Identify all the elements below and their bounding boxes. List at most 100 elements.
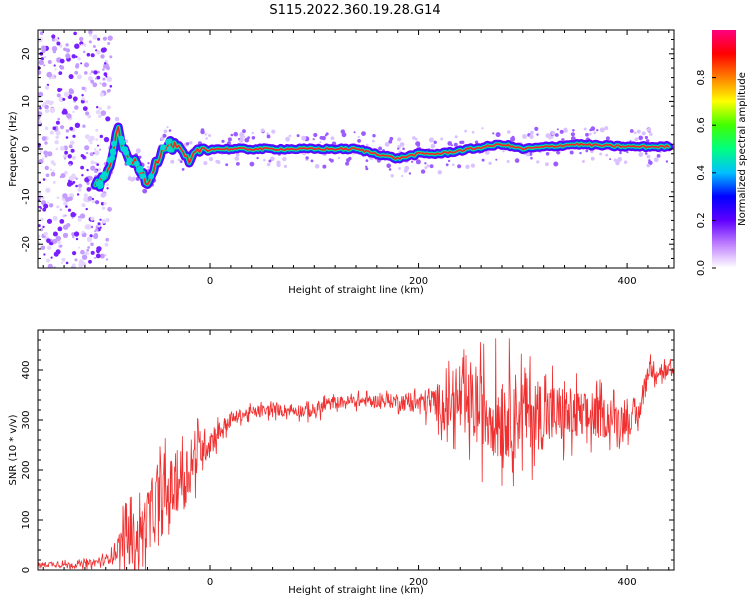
noise-blob (43, 64, 46, 67)
spectral-halo-point (384, 142, 390, 147)
noise-blob (54, 68, 57, 71)
spectral-halo-point (346, 158, 351, 163)
noise-blob (90, 165, 96, 171)
spectral-halo-point (495, 132, 501, 138)
noise-blob (99, 92, 105, 97)
y-tick-label: 300 (21, 410, 32, 429)
trace-peak-point (148, 173, 155, 180)
noise-blob (107, 206, 112, 212)
noise-blob (46, 218, 53, 224)
trace-peak-point (160, 144, 167, 151)
spectral-halo-point (465, 164, 470, 169)
noise-blob (71, 155, 77, 160)
noise-blob (80, 43, 84, 47)
noise-blob (52, 231, 58, 237)
noise-blob (65, 48, 71, 53)
spectral-halo-point (636, 129, 641, 134)
noise-blob (95, 128, 99, 132)
noise-blob (102, 77, 106, 81)
noise-blob (97, 222, 101, 226)
spectral-halo-point (177, 158, 181, 162)
noise-blob (99, 82, 102, 85)
noise-blob (97, 144, 99, 147)
noise-blob (80, 99, 85, 104)
noise-blob (90, 242, 94, 247)
noise-blob (46, 258, 50, 263)
noise-blob (72, 96, 78, 102)
spectral-halo-point (514, 158, 520, 163)
spectral-halo-point (529, 134, 534, 139)
spectral-halo-point (411, 160, 414, 163)
spectral-halo-point (388, 168, 392, 171)
spectral-halo-point (502, 150, 505, 153)
noise-blob (52, 238, 58, 244)
noise-blob (92, 200, 96, 204)
spectral-halo-point (649, 132, 653, 136)
noise-blob (89, 33, 92, 37)
spectral-halo-point (208, 134, 212, 137)
noise-blob (60, 173, 66, 179)
noise-blob (80, 165, 84, 170)
spectral-halo-point (554, 133, 559, 137)
noise-blob (43, 231, 48, 237)
spectral-halo-point (553, 161, 559, 167)
noise-blob (44, 165, 49, 171)
noise-blob (51, 46, 58, 52)
spectral-halo-point (251, 131, 254, 135)
noise-blob (38, 207, 41, 213)
spectral-halo-point (233, 131, 238, 137)
spectral-halo-point (590, 156, 595, 161)
spectral-halo-point (599, 127, 605, 133)
spectral-halo-point (424, 162, 427, 165)
noise-blob (55, 135, 59, 140)
spectral-halo-point (633, 131, 637, 135)
spectral-halo-point (163, 129, 168, 134)
noise-blob (86, 168, 89, 172)
x-tick-label: 200 (409, 577, 428, 588)
noise-blob (84, 134, 90, 140)
noise-blob (87, 246, 90, 249)
spectral-halo-point (548, 137, 551, 140)
noise-blob (52, 180, 56, 184)
noise-blob (83, 193, 89, 198)
spectral-halo-point (313, 132, 318, 138)
spectral-halo-point (312, 138, 315, 141)
noise-blob (92, 82, 98, 88)
spectral-halo-point (653, 157, 659, 163)
spectral-halo-point (256, 156, 259, 160)
noise-blob (47, 151, 53, 157)
noise-blob (81, 230, 85, 234)
spectral-halo-point (322, 164, 327, 169)
noise-blob (72, 236, 75, 239)
noise-blob (96, 75, 101, 80)
noise-blob (82, 155, 86, 159)
spectral-halo-point (365, 143, 369, 147)
noise-blob (86, 248, 90, 252)
noise-blob (68, 74, 74, 80)
noise-blob (84, 251, 89, 256)
noise-blob (75, 177, 78, 180)
spectral-halo-point (551, 131, 556, 136)
trace-peak-point (111, 140, 117, 147)
spectral-halo-point (162, 133, 167, 138)
noise-blob (84, 71, 88, 75)
spectral-halo-point (266, 132, 269, 135)
spectral-halo-point (581, 160, 585, 163)
spectral-halo-point (613, 158, 617, 162)
noise-blob (44, 141, 48, 145)
noise-blob (54, 140, 59, 145)
spectral-halo-point (319, 136, 324, 140)
noise-blob (48, 100, 54, 106)
noise-blob (40, 245, 46, 251)
noise-blob (98, 106, 103, 111)
noise-blob (41, 104, 45, 108)
spectrogram-panel: 0 200 400 -20 -10 0 10 20 Height of straight li… (8, 29, 675, 296)
spectral-halo-point (629, 129, 634, 133)
spectral-halo-point (609, 158, 612, 161)
spectral-halo-point (235, 152, 240, 157)
noise-blob (100, 110, 107, 116)
noise-blob (105, 116, 111, 122)
spectral-halo-point (268, 159, 272, 163)
noise-blob (38, 196, 41, 200)
